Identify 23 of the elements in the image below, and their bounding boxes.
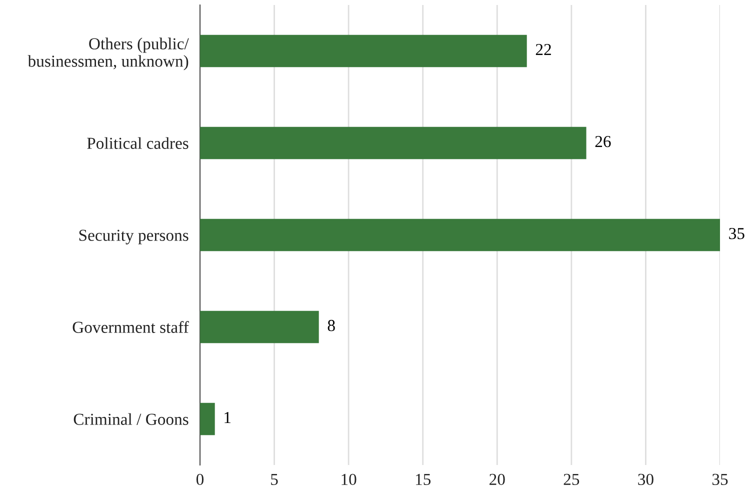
x-tick-label: 30 [638,474,654,486]
bar [200,310,319,344]
data-label: 1 [224,412,231,424]
x-tick-label: 35 [712,474,728,486]
data-label: 22 [536,44,551,56]
bar [200,218,720,252]
bar [200,126,586,160]
y-tick-label: Political cadres [87,137,188,149]
data-label: 8 [328,320,335,332]
bar [200,34,527,68]
y-tick-label: Security persons [79,230,188,244]
y-tick-label: Criminal / Goons [74,413,188,425]
x-tick-label: 15 [416,474,431,486]
y-tick-label: Others (public/ businessmen, unknown) [28,38,189,70]
x-tick-label: 25 [564,474,580,486]
x-tick-label: 10 [342,474,356,486]
bar [200,402,215,436]
x-tick-label: 0 [196,474,204,486]
x-tick-label: 20 [490,474,505,486]
data-label: 26 [595,136,611,148]
data-label: 35 [729,228,744,240]
x-tick-label: 5 [271,474,278,486]
y-tick-label: Government staff [72,321,189,333]
